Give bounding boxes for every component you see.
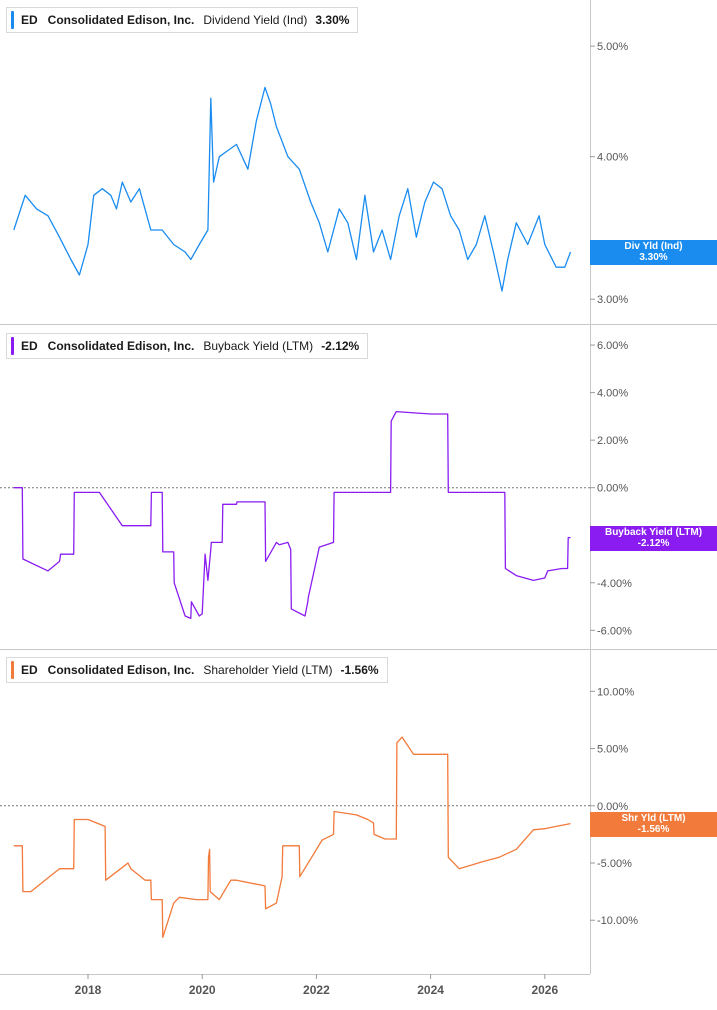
x-tick-label: 2018 <box>75 983 102 997</box>
tag-label: Shr Yld (LTM) <box>621 813 686 824</box>
last-value-tag-dividend-yield: Div Yld (Ind) 3.30% <box>590 240 717 265</box>
tag-value: -1.56% <box>637 824 670 835</box>
legend-metric: Shareholder Yield (LTM) <box>203 663 333 677</box>
legend-metric: Dividend Yield (Ind) <box>203 13 308 27</box>
tag-value: -2.12% <box>637 538 670 549</box>
series-color-swatch <box>11 337 14 355</box>
series-line <box>13 736 571 939</box>
tag-label: Div Yld (Ind) <box>624 241 683 252</box>
legend-value: 3.30% <box>315 13 350 27</box>
tag-label: Buyback Yield (LTM) <box>604 527 703 538</box>
legend-metric: Buyback Yield (LTM) <box>203 339 314 353</box>
y-tick-label: 10.00% <box>597 686 635 698</box>
y-tick-label: 4.00% <box>597 388 628 400</box>
y-tick-label: 0.00% <box>597 801 628 813</box>
y-tick-label: 3.00% <box>597 294 628 306</box>
y-tick-label: 5.00% <box>597 744 628 756</box>
series-color-swatch <box>11 661 14 679</box>
y-tick-label: -5.00% <box>597 858 632 870</box>
y-tick-label: 4.00% <box>597 152 628 164</box>
legend-company: Consolidated Edison, Inc. <box>47 13 195 27</box>
legend-ticker: ED <box>21 339 38 353</box>
y-tick-label: 6.00% <box>597 340 628 352</box>
y-tick-label: 0.00% <box>597 483 628 495</box>
series-line <box>13 86 572 292</box>
legend-value: -2.12% <box>321 339 360 353</box>
chart-panel-1: 6.00% 4.00% 2.00% 0.00% -4.00% -6.00% <box>0 340 632 637</box>
legend-ticker: ED <box>21 663 38 677</box>
legend-shareholder-yield: ED Consolidated Edison, Inc. Shareholder… <box>6 657 388 683</box>
chart-panel-2: 10.00% 5.00% 0.00% -5.00% -10.00% <box>0 686 638 939</box>
x-tick-label: 2024 <box>417 983 444 997</box>
legend-dividend-yield: ED Consolidated Edison, Inc. Dividend Yi… <box>6 7 359 33</box>
legend-company: Consolidated Edison, Inc. <box>47 663 195 677</box>
y-tick-label: -10.00% <box>597 915 638 927</box>
legend-ticker: ED <box>21 13 38 27</box>
tag-value: 3.30% <box>639 252 668 263</box>
y-tick-label: 2.00% <box>597 435 628 447</box>
x-tick-label: 2026 <box>531 983 558 997</box>
legend-company: Consolidated Edison, Inc. <box>47 339 195 353</box>
y-tick-label: -6.00% <box>597 625 632 637</box>
y-tick-label: -4.00% <box>597 578 632 590</box>
legend-value: -1.56% <box>340 663 379 677</box>
y-tick-label: 5.00% <box>597 41 628 53</box>
legend-buyback-yield: ED Consolidated Edison, Inc. Buyback Yie… <box>6 333 369 359</box>
x-tick-label: 2020 <box>189 983 216 997</box>
last-value-tag-shareholder-yield: Shr Yld (LTM) -1.56% <box>590 812 717 837</box>
last-value-tag-buyback-yield: Buyback Yield (LTM) -2.12% <box>590 526 717 551</box>
series-color-swatch <box>11 11 14 29</box>
series-line <box>13 410 571 620</box>
chart-panel-0: 5.00% 4.00% 3.00% <box>13 41 628 306</box>
x-tick-label: 2022 <box>303 983 330 997</box>
